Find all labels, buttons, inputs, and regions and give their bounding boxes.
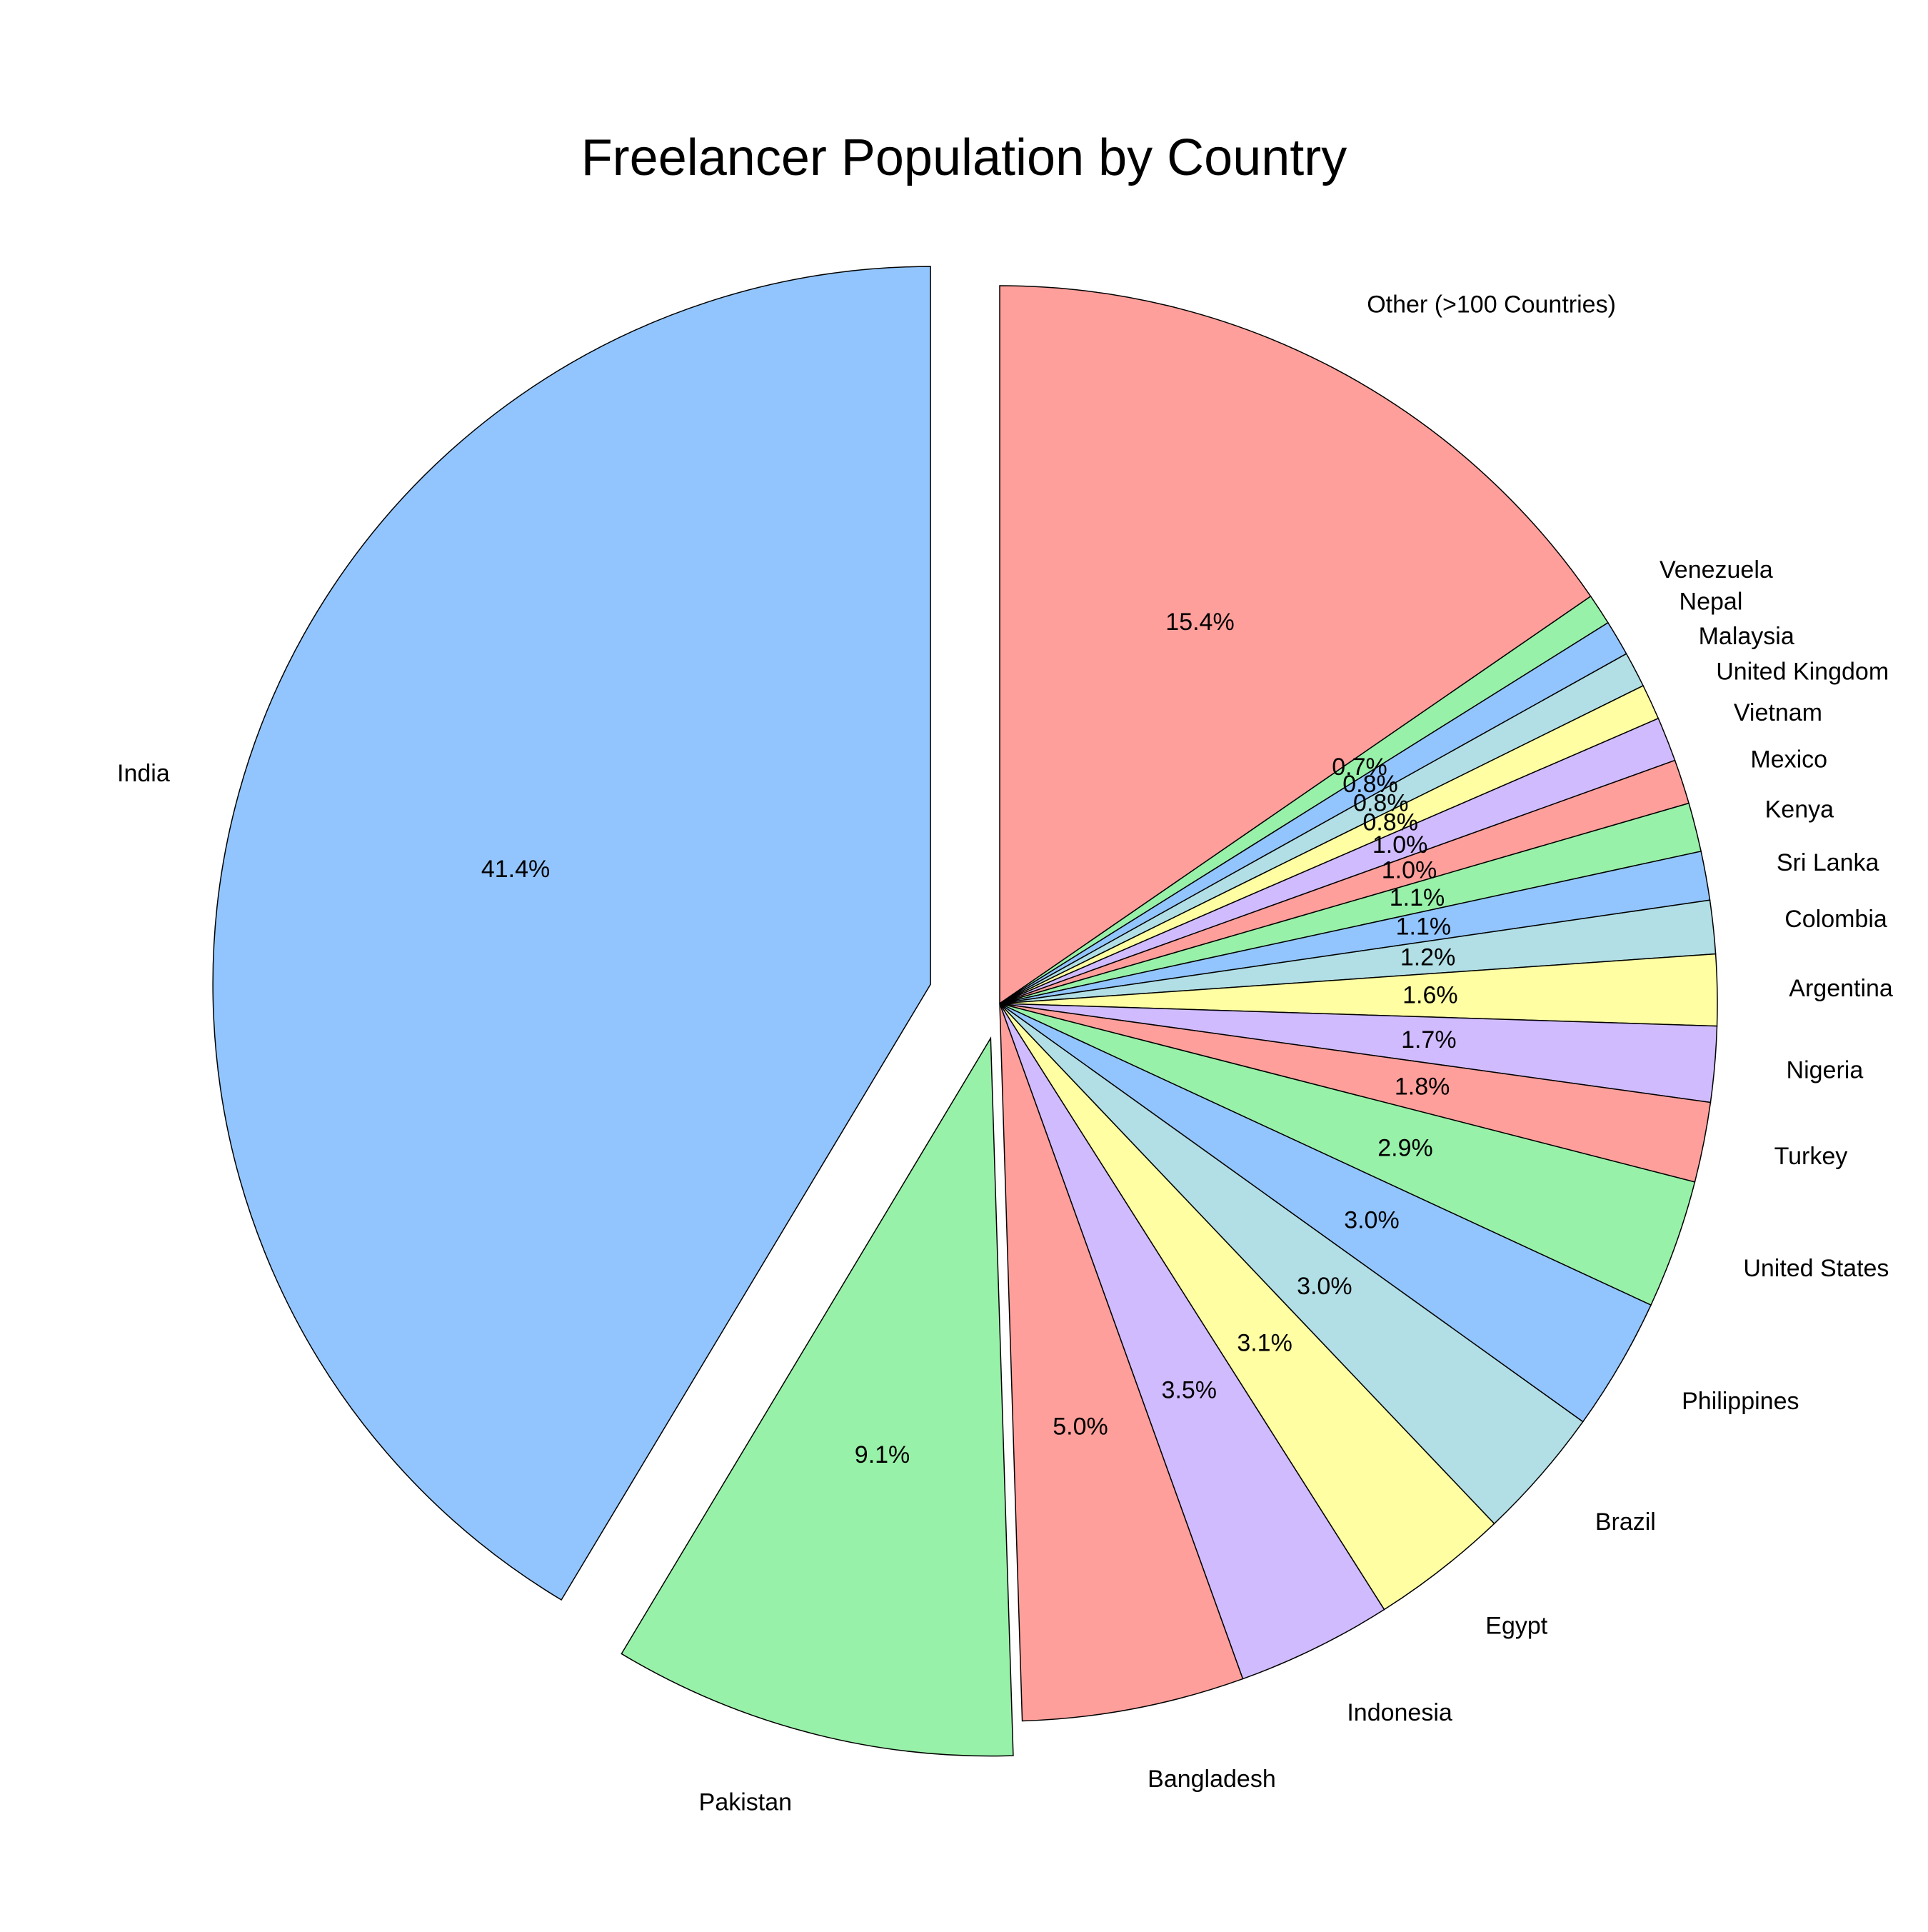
slice-percent-philippines: 3.0% [1344, 1207, 1400, 1234]
slice-label-brazil: Brazil [1595, 1508, 1656, 1536]
slice-label-united-states: United States [1743, 1255, 1889, 1282]
slice-percent-mexico: 1.0% [1382, 857, 1437, 884]
slice-percent-sri-lanka: 1.1% [1396, 914, 1452, 941]
slice-percent-argentina: 1.6% [1402, 982, 1458, 1009]
slice-percent-brazil: 3.0% [1297, 1273, 1352, 1300]
slice-percent-other-100-countries: 15.4% [1165, 609, 1234, 636]
slice-label-pakistan: Pakistan [699, 1789, 792, 1816]
slice-label-argentina: Argentina [1789, 975, 1893, 1002]
slice-label-malaysia: Malaysia [1699, 623, 1794, 650]
slice-label-mexico: Mexico [1750, 746, 1827, 773]
slice-percent-malaysia: 0.8% [1353, 790, 1409, 817]
slice-label-colombia: Colombia [1784, 906, 1887, 933]
slice-percent-india: 41.4% [481, 856, 550, 883]
pie-slice-pakistan [621, 1036, 1014, 1757]
slice-percent-bangladesh: 5.0% [1053, 1413, 1108, 1440]
slice-percent-nigeria: 1.7% [1401, 1026, 1457, 1053]
pie-slice-india [212, 266, 931, 1601]
slice-percent-pakistan: 9.1% [855, 1441, 910, 1468]
slice-label-united-kingdom: United Kingdom [1716, 659, 1889, 686]
pie-slice-indonesia [999, 1003, 1385, 1680]
slice-label-philippines: Philippines [1682, 1388, 1799, 1415]
slice-percent-indonesia: 3.5% [1162, 1377, 1217, 1404]
slice-label-nigeria: Nigeria [1787, 1057, 1864, 1084]
slice-percent-united-kingdom: 0.8% [1362, 809, 1418, 836]
slice-label-egypt: Egypt [1485, 1612, 1547, 1639]
slice-label-kenya: Kenya [1765, 796, 1834, 823]
pie-slice-bangladesh [999, 1003, 1244, 1722]
labels-layer: Other (>100 Countries) 15.4% Venezuela 0.7%… [117, 291, 1893, 1816]
slice-percent-vietnam: 1.0% [1372, 831, 1428, 859]
slice-percent-venezuela: 0.7% [1332, 754, 1387, 781]
slice-label-indonesia: Indonesia [1347, 1699, 1452, 1726]
slice-percent-nepal: 0.8% [1342, 771, 1398, 798]
slice-percent-united-states: 2.9% [1377, 1134, 1433, 1161]
slice-label-vietnam: Vietnam [1734, 699, 1822, 726]
slice-label-venezuela: Venezuela [1660, 556, 1773, 584]
slice-label-turkey: Turkey [1774, 1143, 1848, 1170]
chart-title: Freelancer Population by Country [581, 129, 1347, 186]
pie-slice-other-100-countries [999, 285, 1592, 1005]
slice-label-nepal: Nepal [1680, 588, 1743, 615]
slice-label-other-100-countries: Other (>100 Countries) [1367, 291, 1616, 318]
slice-percent-egypt: 3.1% [1237, 1329, 1292, 1356]
slices-layer [212, 266, 1718, 1757]
slice-percent-colombia: 1.2% [1400, 944, 1456, 971]
slice-percent-turkey: 1.8% [1395, 1073, 1450, 1101]
slice-label-sri-lanka: Sri Lanka [1777, 849, 1879, 876]
slice-percent-kenya: 1.1% [1390, 884, 1445, 911]
slice-label-india: India [117, 760, 170, 787]
slice-label-bangladesh: Bangladesh [1148, 1766, 1276, 1793]
